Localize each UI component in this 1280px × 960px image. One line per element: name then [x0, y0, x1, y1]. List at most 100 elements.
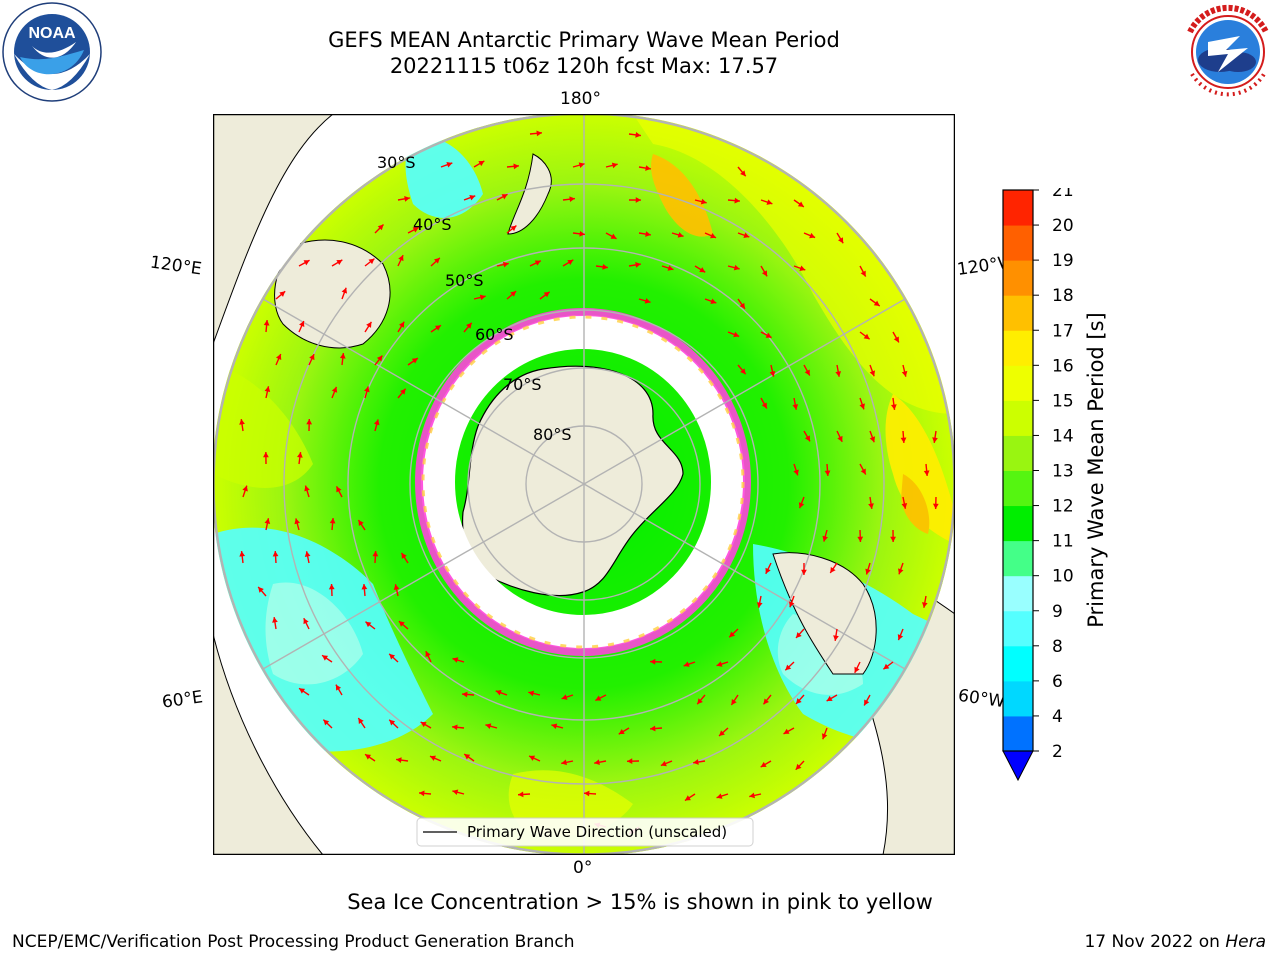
wave-arrow-head [594, 759, 600, 766]
lat-label-80: 80°S [533, 425, 572, 444]
wave-arrow-head [567, 259, 574, 266]
wave-arrow-head [865, 568, 871, 575]
wave-arrow-head [412, 227, 419, 233]
colorbar-band [1003, 575, 1033, 612]
wave-arrow-head [719, 730, 725, 736]
wave-arrow-head [294, 518, 301, 525]
wave-arrow-head [801, 569, 807, 575]
wave-arrow-head [528, 690, 535, 697]
wave-arrow-head [569, 196, 575, 203]
wave-arrow-head [797, 201, 804, 207]
wave-arrow-head [893, 336, 899, 343]
footer-date-text: 17 Nov 2022 on [1084, 932, 1226, 952]
wave-arrow-head [783, 728, 790, 734]
lon-label-bottom: 0° [573, 858, 593, 878]
wave-arrow-head [835, 371, 842, 377]
wave-arrow-head [760, 761, 767, 768]
wave-arrow-head [602, 264, 608, 270]
wave-arrow-head [796, 698, 802, 704]
wave-arrow-head [452, 789, 459, 796]
wave-arrow-head [809, 232, 816, 239]
colorbar-tick-label: 10 [1052, 567, 1074, 587]
colorbar-tick-label: 8 [1052, 637, 1063, 657]
map-legend: Primary Wave Direction (unscaled) [416, 817, 754, 847]
colorbar-tick-label: 14 [1052, 426, 1074, 446]
wave-arrow-head [518, 791, 524, 798]
wave-arrow-head [425, 651, 431, 658]
polar-wave-map: 30°S 40°S 50°S 60°S 70°S 80°S Primary Wa… [213, 114, 955, 855]
wave-arrow-head [328, 584, 335, 590]
wave-arrow-head [734, 197, 740, 204]
wave-arrow-head [833, 635, 839, 641]
wave-arrow-head [279, 291, 286, 297]
wave-arrow-head [822, 535, 829, 542]
wave-arrow-head [303, 618, 309, 625]
wave-arrow-head [900, 437, 907, 443]
wave-arrow-head [389, 719, 396, 726]
wave-arrow-head [469, 194, 476, 201]
wave-arrow-head [365, 754, 372, 760]
footer-credit: NCEP/EMC/Verification Post Processing Pr… [12, 932, 575, 952]
colorbar: 2 4 6 8 9 10 11 12 13 14 15 16 17 18 19 20 21 [1002, 188, 1074, 782]
colorbar-tick-label: 13 [1052, 462, 1074, 482]
wave-arrow-head [263, 320, 270, 326]
wave-arrow-head [761, 402, 767, 409]
wave-arrow-head [479, 294, 486, 301]
wave-arrow-head [804, 435, 810, 442]
colorbar-band [1003, 680, 1033, 717]
wave-arrow-head [635, 197, 641, 203]
wave-arrow-head [361, 584, 368, 590]
wave-arrow-head [868, 503, 874, 509]
lon-label-left-upper: 120°E [148, 252, 203, 280]
wave-arrow-head [710, 233, 717, 239]
wave-arrow-head [584, 790, 590, 797]
colorbar-tick-label: 19 [1052, 251, 1074, 271]
wave-arrow-head [792, 404, 799, 410]
colorbar-band [1003, 645, 1033, 682]
wave-arrow-head [635, 132, 641, 138]
wave-arrow-head [595, 695, 602, 701]
wave-arrow-head [763, 698, 770, 705]
wave-arrow-head [339, 353, 346, 359]
wave-arrow-head [824, 470, 831, 476]
wave-arrow-head [854, 666, 860, 673]
wave-arrow-head [740, 170, 746, 177]
wave-arrow-head [420, 721, 427, 728]
wave-arrow-head [826, 695, 833, 702]
wave-arrow-head [495, 690, 502, 696]
wave-arrow-head [510, 291, 517, 297]
wave-arrow-head [452, 724, 458, 731]
wave-arrow-head [501, 194, 508, 200]
wave-direction-arrows [239, 130, 939, 835]
wave-arrow-head [859, 403, 865, 410]
wave-arrow-head [804, 369, 810, 376]
wave-arrow-head [400, 388, 406, 395]
wave-arrow-head [323, 719, 330, 726]
wave-arrow-head [331, 386, 338, 393]
wave-arrow-head [798, 502, 805, 509]
wave-arrow-head [466, 322, 472, 329]
colorbar-band [1003, 540, 1033, 577]
wave-arrow-head [336, 486, 342, 493]
wave-arrow-head [299, 688, 306, 694]
wave-arrow-head [618, 728, 625, 735]
wave-arrow-head [304, 551, 311, 557]
colorbar-band [1003, 295, 1033, 331]
wave-arrow-head [258, 586, 264, 593]
wave-arrow-head [821, 733, 828, 740]
colorbar-band [1003, 190, 1033, 226]
sea-ice-ring [415, 308, 751, 656]
wave-arrow-head [304, 485, 310, 492]
wave-arrow-head [396, 757, 402, 763]
wave-arrow-head [799, 265, 806, 271]
wave-arrow-head [264, 518, 271, 524]
wave-arrow-head [299, 321, 305, 327]
wave-arrow-head [716, 793, 723, 799]
wave-arrow-head [743, 232, 750, 238]
lon-label-top: 180° [560, 89, 601, 109]
wave-arrow-head [446, 162, 453, 168]
colorbar-band [1003, 610, 1033, 647]
wave-arrow-head [365, 621, 372, 628]
wave-arrow-head [239, 419, 245, 425]
colorbar-band [1003, 225, 1033, 261]
